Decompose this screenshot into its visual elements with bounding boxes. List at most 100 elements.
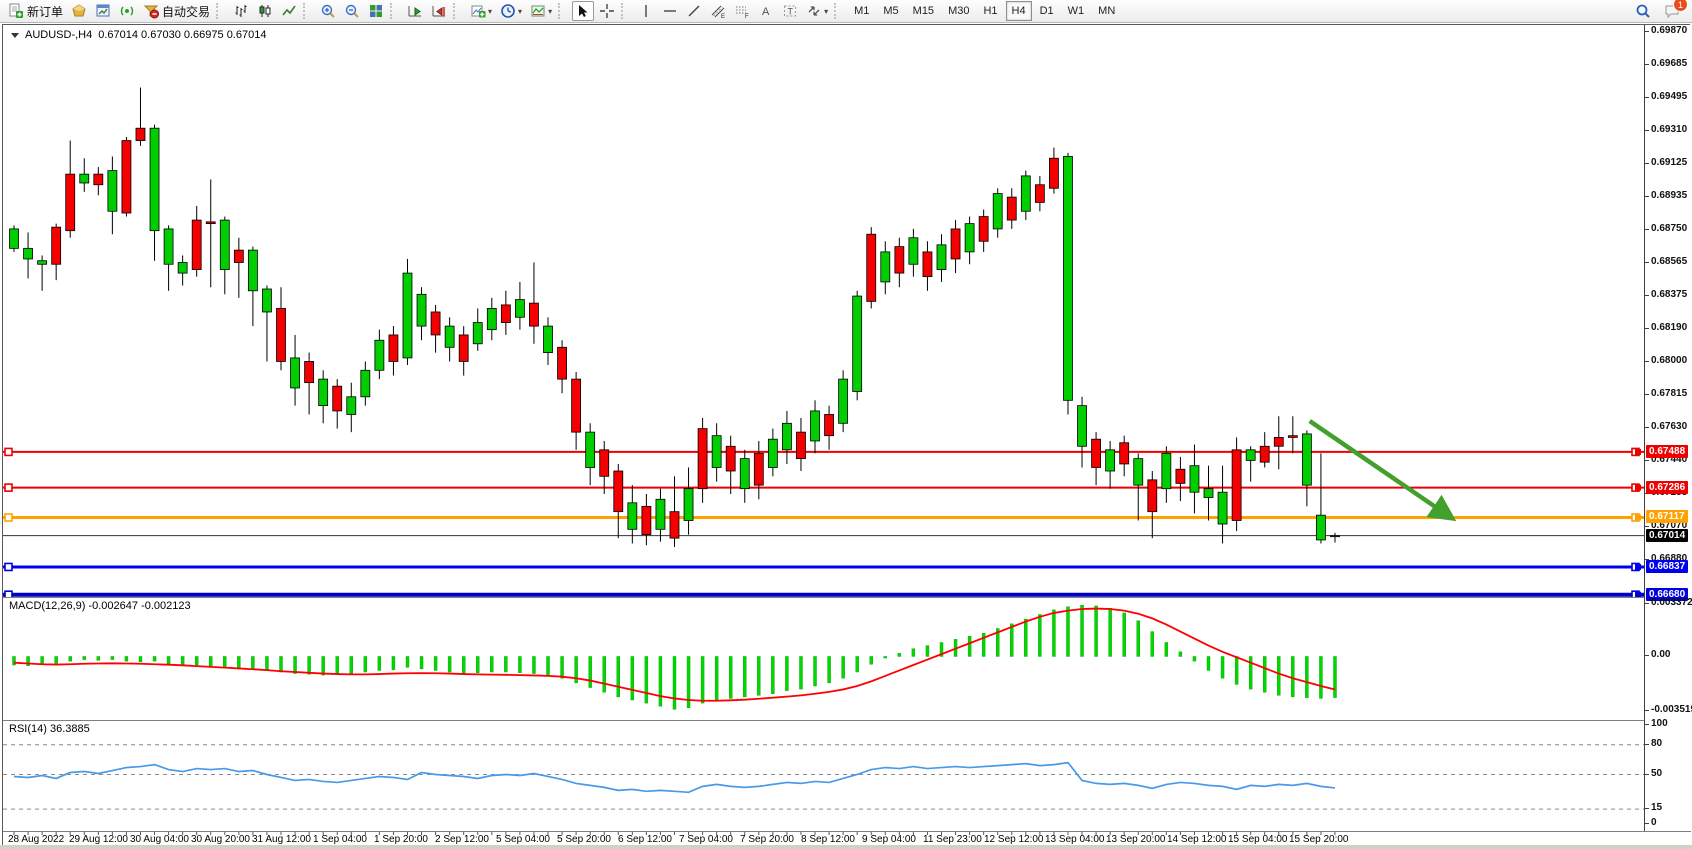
price-tick-label: 0.69870 [1651,25,1688,36]
timeframe-H4[interactable]: H4 [1005,1,1032,21]
chart-window-icon [96,4,110,17]
signals-button[interactable] [116,1,138,21]
price-tick-label: 0.68935 [1651,190,1688,202]
text-label-button[interactable]: T [779,1,801,21]
text-label-icon: T [784,5,797,17]
price-tick-label: 0.68750 [1651,222,1688,234]
tile-windows-button[interactable] [365,1,387,21]
toolbar-grip [558,3,567,19]
chevron-down-icon: ▾ [824,6,829,16]
new-order-button[interactable]: 新订单 [5,1,66,21]
horizontal-line-button[interactable] [659,1,681,21]
bar-chart-button[interactable] [230,1,252,21]
equidistant-channel-icon: E [711,5,725,19]
crosshair-button[interactable] [596,1,618,21]
trend-line-button[interactable] [683,1,705,21]
notifications-button[interactable]: 1 [1661,0,1688,21]
template-icon [531,5,545,17]
rsi-tick-label: 100 [1651,718,1668,729]
price-tick [1645,327,1649,329]
vertical-line-button[interactable] [635,1,657,21]
price-tick-label: 0.67630 [1651,420,1688,432]
cursor-button[interactable] [572,1,595,21]
search-button[interactable] [1632,1,1654,21]
new-order-label: 新订单 [27,4,64,19]
rsi-tick [1645,743,1649,745]
timeframe-M1[interactable]: M1 [854,5,870,17]
date-label: 15 Sep 04:00 [1228,834,1288,845]
tile-windows-icon [370,5,383,17]
zoom-out-icon [345,4,359,18]
price-tick [1645,261,1649,263]
chevron-down-icon: ▾ [518,6,523,16]
equidistant-channel-button[interactable]: E [707,1,729,21]
zoom-in-button[interactable] [317,1,339,21]
auto-scroll-button[interactable] [404,1,426,21]
macd-tick-label: 0.00 [1651,649,1671,661]
date-label: 28 Aug 2022 [8,834,65,845]
timeframe-MN[interactable]: MN [1098,5,1116,17]
rsi-tick-label: 80 [1651,737,1663,749]
price-tick [1645,361,1649,363]
price-tick [1645,426,1649,428]
timeframe-D1[interactable]: D1 [1039,5,1054,17]
date-label: 13 Sep 04:00 [1045,834,1105,845]
candlestick-chart-button[interactable] [254,1,276,21]
price-tick-label: 0.69125 [1651,156,1688,168]
auto-scroll-icon [408,6,422,17]
chart-window-button[interactable] [92,1,114,21]
chevron-down-icon: ▾ [488,6,493,16]
line-chart-button[interactable] [278,1,300,21]
macd-pane[interactable]: MACD(12,26,9) -0.002647 -0.002123 [3,597,1644,720]
svg-text:A: A [762,6,770,18]
timeframe-H1[interactable]: H1 [983,5,998,17]
new-order-icon [9,3,23,18]
main-chart-pane[interactable] [3,25,1644,597]
toolbar-grip [834,3,843,19]
chart-shift-button[interactable] [428,1,450,21]
price-tick-label: 0.67815 [1651,388,1688,400]
rsi-label: RSI(14) 36.3885 [9,723,90,735]
date-label: 11 Sep 23:00 [923,834,982,845]
zoom-out-button[interactable] [341,1,363,21]
rsi-pane[interactable]: RSI(14) 36.3885 [3,720,1644,831]
price-line-label: 0.67014 [1646,528,1689,542]
date-label: 7 Sep 20:00 [740,834,794,845]
cursor-icon [579,5,588,17]
price-line-label: 0.66680 [1646,587,1689,601]
price-tick [1645,162,1649,164]
svg-text:T: T [788,7,794,17]
price-tick-label: 0.68000 [1651,355,1688,367]
templates-button[interactable]: ▾ [527,1,555,21]
timeframe-M30[interactable]: M30 [948,5,970,17]
price-tick [1645,228,1649,230]
date-label: 31 Aug 12:00 [252,834,311,845]
clock-icon [501,4,515,18]
fibonacci-button[interactable]: F [731,1,753,21]
periods-button[interactable]: ▾ [497,1,525,21]
price-tick-label: 0.68375 [1651,289,1688,301]
macd-tick [1645,655,1649,657]
timeframe-M15[interactable]: M15 [912,5,935,17]
text-icon: A [762,6,770,18]
price-tick-label: 0.69310 [1651,123,1688,135]
crosshair-icon [600,4,615,18]
text-button[interactable]: A [755,1,777,21]
timeframe-group: M1 M5 M15 M30 H1 H4 D1 W1 MN [847,1,1122,21]
price-tick-label: 0.69685 [1651,57,1688,69]
price-axis[interactable]: 0.69870 0.69685 0.69495 0.69310 0.69125 0.689… [1635,25,1692,831]
indicators-button[interactable]: ▾ [467,1,495,21]
arrows-button[interactable]: ▾ [803,1,831,21]
date-label: 30 Aug 20:00 [191,834,250,845]
date-label: 30 Aug 04:00 [130,834,189,845]
timeframe-M5[interactable]: M5 [883,5,899,17]
timeframe-W1[interactable]: W1 [1067,5,1085,17]
price-tick [1645,196,1649,198]
autotrade-button[interactable]: 自动交易 [140,1,213,21]
metaeditor-button[interactable] [68,1,90,21]
toolbar-grip [303,3,312,19]
macd-tick-label: 0.003372 [1651,597,1692,609]
chart-window: AUDUSD-,H4 0.67014 0.67030 0.66975 0.670… [2,24,1692,845]
time-axis[interactable]: 28 Aug 2022 29 Aug 12:00 30 Aug 04:00 30 Au… [3,831,1691,845]
chart-dropdown-icon[interactable] [11,32,19,38]
